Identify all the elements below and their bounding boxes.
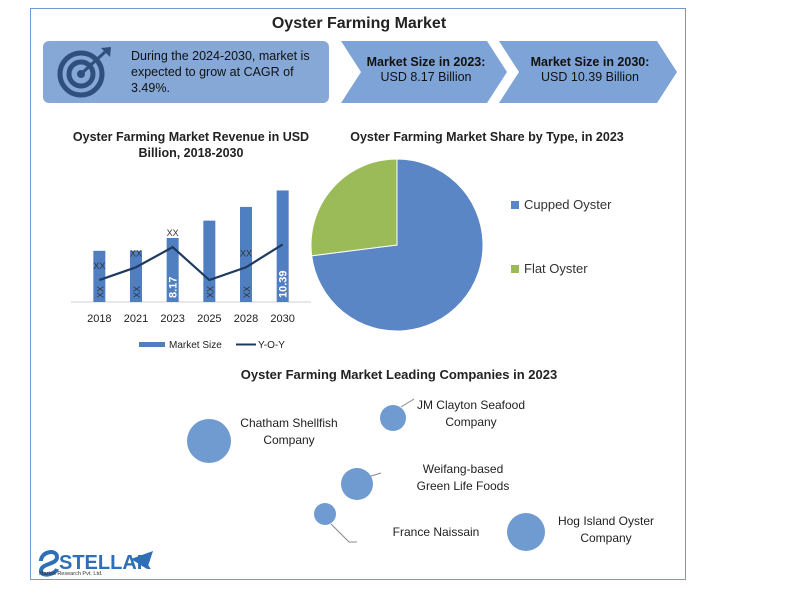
pie-legend-label-flat: Flat Oyster	[524, 261, 588, 276]
x-tick-2025: 2025	[197, 313, 221, 325]
companies-title: Oyster Farming Market Leading Companies …	[240, 367, 558, 382]
companies-chart: Chatham Shellfish Company JM Clayton Seafo…	[187, 398, 654, 551]
yoy-label-2018: XX	[93, 261, 105, 271]
bar-label-2023: 8.17	[168, 277, 180, 298]
bar-2018	[93, 250, 106, 302]
company-bubble	[187, 419, 231, 463]
yoy-label-2028: XX	[240, 248, 252, 258]
bar-label-2030: 10.39	[278, 270, 290, 298]
x-tick-2028: 2028	[234, 313, 258, 325]
pie-legend-swatch-cupped	[511, 200, 519, 209]
x-tick-2030: 2030	[270, 313, 294, 325]
market-2023-chevron: Market Size in 2023: USD 8.17 Billion	[341, 41, 507, 103]
x-tick-2023: 2023	[160, 313, 184, 325]
legend-swatch-market-size	[139, 342, 165, 347]
cagr-text: During the 2024-2030, market is expected…	[131, 49, 310, 95]
pie-legend-flat: Flat Oyster	[511, 261, 588, 276]
company-label: JM Clayton Seafood Company	[417, 398, 525, 429]
pie-legend-cupped: Cupped Oyster	[511, 197, 611, 212]
bar-2025	[203, 220, 216, 302]
bar-2028	[240, 206, 252, 302]
bar-label-2021: XX	[132, 286, 142, 298]
x-tick-2018: 2018	[87, 313, 111, 325]
bar-label-2028: XX	[242, 286, 252, 298]
pie-legend-swatch-flat	[511, 264, 519, 273]
market-2023-value: USD 8.17 Billion	[380, 70, 472, 84]
market-2030-chevron: Market Size in 2030: USD 10.39 Billion	[499, 41, 677, 103]
legend-label-market-size: Market Size	[169, 340, 222, 351]
company-leader-line	[400, 398, 415, 408]
yoy-line	[98, 243, 284, 282]
bar-chart-title: Oyster Farming Market Revenue in USD Bil…	[72, 130, 310, 160]
bar-2023	[166, 238, 179, 302]
pie-legend-label-cupped: Cupped Oyster	[524, 197, 612, 212]
company-label: France Naissain	[393, 525, 480, 539]
company-bubble	[314, 503, 336, 525]
market-2030-label: Market Size in 2030:	[530, 55, 650, 69]
company-bubble	[341, 468, 373, 500]
pie-chart	[310, 158, 484, 332]
pie-chart-title: Oyster Farming Market Share by Type, in …	[350, 130, 624, 144]
page-title: Oyster Farming Market	[271, 15, 447, 32]
yoy-label-2023: XX	[167, 228, 179, 238]
bar-label-2018: XX	[95, 286, 105, 298]
market-2030-value: USD 10.39 Billion	[541, 70, 639, 84]
yoy-label-2021: XX	[130, 248, 142, 258]
company-label: Weifang-based Green Life Foods	[417, 462, 510, 493]
logo-name: STELLAR	[59, 552, 152, 574]
bar-label-2025: XX	[205, 286, 215, 298]
x-tick-2021: 2021	[124, 313, 148, 325]
target-icon	[57, 47, 111, 98]
company-bubble	[507, 513, 545, 551]
infographic-frame: Oyster Farming Market During the 2024-20…	[30, 8, 686, 580]
bar-chart: XX 2018 XX 2021 8.17 2023 XX 2025 XX 2028 10.39 203…	[71, 190, 311, 351]
stellar-logo: STELLAR Market Research Pvt. Ltd.	[38, 550, 153, 577]
cagr-panel: During the 2024-2030, market is expected…	[43, 41, 329, 103]
pie-slice-flat-oyster	[310, 158, 398, 257]
company-label: Chatham Shellfish Company	[240, 416, 337, 447]
company-leader-line	[330, 523, 357, 543]
logo-tagline: Market Research Pvt. Ltd.	[39, 571, 103, 577]
company-label: Hog Island Oyster Company	[558, 514, 654, 545]
company-bubble	[380, 405, 406, 431]
legend-label-yoy: Y-O-Y	[258, 340, 285, 351]
bar-2021	[130, 250, 142, 302]
market-2023-label: Market Size in 2023:	[366, 55, 486, 69]
bar-2030	[276, 190, 289, 302]
